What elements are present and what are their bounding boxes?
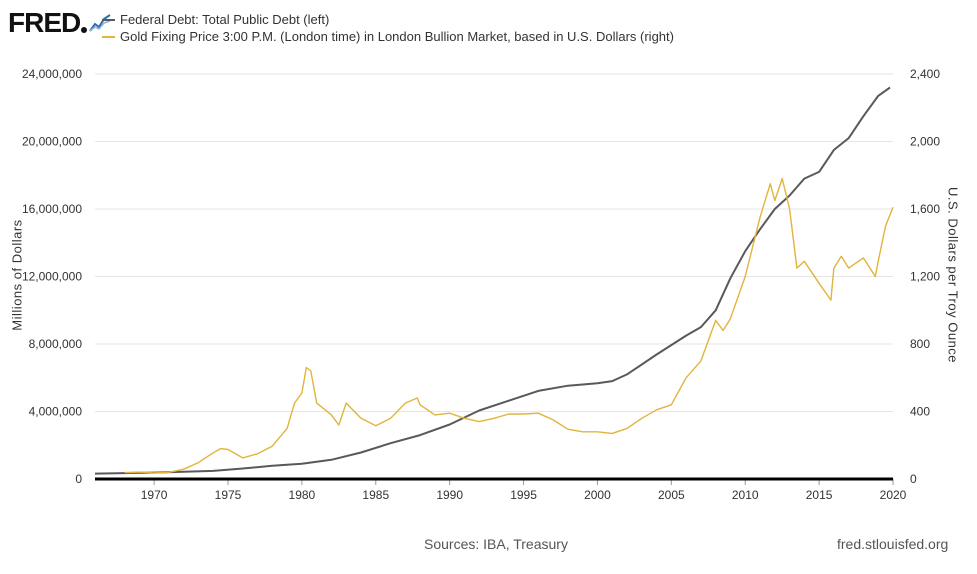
right-tick-label: 800 xyxy=(910,337,930,351)
right-tick-label: 2,400 xyxy=(910,67,940,81)
right-tick-label: 1,600 xyxy=(910,202,940,216)
right-tick-label: 400 xyxy=(910,405,930,419)
x-tick-label: 1980 xyxy=(289,488,316,502)
series-lines xyxy=(94,86,894,475)
legend: Federal Debt: Total Public Debt (left) G… xyxy=(102,11,674,45)
left-tick-label: 8,000,000 xyxy=(29,337,83,351)
right-tick-label: 2,000 xyxy=(910,135,940,149)
legend-swatch-debt xyxy=(102,18,115,21)
left-tick-label: 12,000,000 xyxy=(22,270,82,284)
logo-dot xyxy=(81,27,88,33)
x-tick-label: 1970 xyxy=(141,488,168,502)
x-tick-label: 2010 xyxy=(732,488,759,502)
left-tick-label: 16,000,000 xyxy=(22,202,82,216)
gridlines xyxy=(95,73,893,412)
left-tick-label: 20,000,000 xyxy=(22,135,82,149)
logo-text: FRED xyxy=(8,7,81,38)
x-tick-label: 2000 xyxy=(584,488,611,502)
legend-swatch-gold xyxy=(102,35,115,38)
series-line-gold-price[interactable] xyxy=(124,177,894,474)
left-axis-title: Millions of Dollars xyxy=(9,219,25,331)
x-tick-label: 1975 xyxy=(215,488,242,502)
legend-label-gold: Gold Fixing Price 3:00 P.M. (London time… xyxy=(120,29,674,44)
right-axis-ticks: 0 400 800 1,200 1,600 2,000 2,400 xyxy=(910,67,940,486)
fred-logo[interactable]: FRED xyxy=(8,9,111,37)
x-tick-label: 2015 xyxy=(806,488,833,502)
logo-chart-icon xyxy=(89,14,111,32)
right-tick-label: 1,200 xyxy=(910,270,940,284)
legend-label-debt: Federal Debt: Total Public Debt (left) xyxy=(120,12,330,27)
sources-text: Sources: IBA, Treasury xyxy=(424,536,568,552)
left-tick-label: 0 xyxy=(75,472,82,486)
left-tick-label: 4,000,000 xyxy=(29,405,83,419)
right-tick-label: 0 xyxy=(910,472,917,486)
legend-item-gold[interactable]: Gold Fixing Price 3:00 P.M. (London time… xyxy=(102,28,674,45)
x-tick-label: 1985 xyxy=(362,488,389,502)
x-axis-ticks: 1970 1975 1980 1985 1990 1995 2000 2005 2010 2015… xyxy=(141,479,907,502)
series-line-federal-debt[interactable] xyxy=(94,86,891,475)
left-axis-ticks: 0 4,000,000 8,000,000 12,000,000 16,000,000 2… xyxy=(22,67,82,486)
x-tick-label: 1990 xyxy=(436,488,463,502)
right-axis-title: U.S. Dollars per Troy Ounce xyxy=(945,186,961,364)
x-tick-label: 2020 xyxy=(880,488,907,502)
site-link[interactable]: fred.stlouisfed.org xyxy=(837,536,949,552)
legend-item-debt[interactable]: Federal Debt: Total Public Debt (left) xyxy=(102,11,674,28)
left-tick-label: 24,000,000 xyxy=(22,67,82,81)
x-tick-label: 2005 xyxy=(658,488,685,502)
x-tick-label: 1995 xyxy=(510,488,537,502)
